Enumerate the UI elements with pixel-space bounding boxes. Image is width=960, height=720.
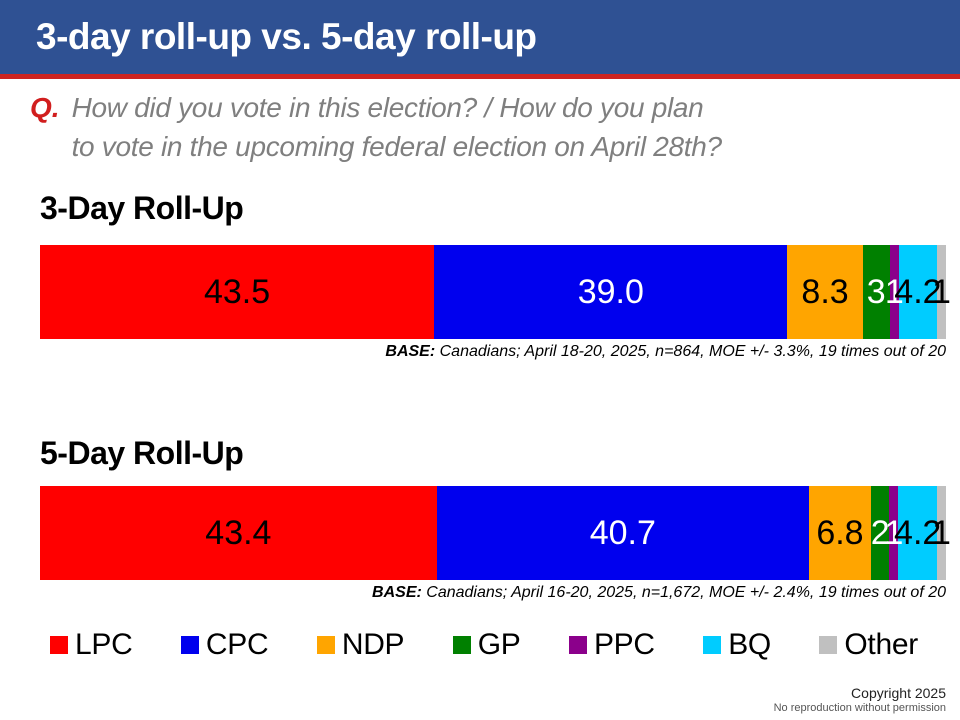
legend-label: CPC xyxy=(205,628,269,662)
bar-segment-value: 1 xyxy=(931,513,951,552)
legend-swatch-gp xyxy=(452,636,471,655)
bar-segment-cpc: 39.0 xyxy=(434,245,788,340)
legend-label: Other xyxy=(844,628,918,662)
base-note-3day: BASE: Canadians; April 18-20, 2025, n=86… xyxy=(0,343,946,361)
legend-swatch-ndp xyxy=(316,636,335,655)
page-title: 3-day roll-up vs. 5-day roll-up xyxy=(36,16,537,57)
footer: Copyright 2025 No reproduction without p… xyxy=(774,685,946,716)
legend-swatch-cpc xyxy=(180,636,199,655)
legend-item-other: Other xyxy=(819,628,918,662)
bar-segment-value: 1 xyxy=(884,513,904,552)
legend-item-bq: BQ xyxy=(703,628,771,662)
bar-segment-bq: 4.2 xyxy=(894,245,942,340)
chart-title-3day: 3-Day Roll-Up xyxy=(40,190,244,227)
bar-segment-cpc: 40.7 xyxy=(436,486,809,581)
bar-segment-ndp: 6.8 xyxy=(808,486,872,581)
no-reproduction-text: No reproduction without permission xyxy=(773,702,946,715)
legend-item-lpc: LPC xyxy=(50,628,133,662)
stacked-bar-5day: 43.4 40.7 6.8 2 1 4.2 1 xyxy=(40,486,951,581)
legend-item-gp: GP xyxy=(452,628,521,662)
bar-segment-ndp: 8.3 xyxy=(787,245,863,340)
question-line-2: to vote in the upcoming federal election… xyxy=(71,130,723,162)
bar-segment-lpc: 43.4 xyxy=(40,486,437,581)
legend-label: BQ xyxy=(728,628,771,662)
header-divider xyxy=(0,74,960,79)
bar-segment-ppc: 1 xyxy=(885,245,904,340)
question-block: Q. How did you vote in this election? / … xyxy=(30,89,932,166)
bar-segment-value: 43.5 xyxy=(203,272,271,311)
bar-segment-value: 40.7 xyxy=(589,513,656,552)
bar-segment-value: 3 xyxy=(866,272,886,311)
legend-item-cpc: CPC xyxy=(180,628,269,662)
bar-segment-value: 1 xyxy=(884,272,904,311)
bar-segment-lpc: 43.5 xyxy=(40,245,435,340)
legend-label: PPC xyxy=(593,628,655,662)
question-line-1: How did you vote in this election? / How… xyxy=(71,92,704,123)
slide-header: 3-day roll-up vs. 5-day roll-up xyxy=(0,0,960,74)
legend-label: NDP xyxy=(341,628,405,662)
bar-segment-value: 4.2 xyxy=(894,513,942,552)
base-note-5day: BASE: Canadians; April 16-20, 2025, n=1,… xyxy=(0,584,946,602)
bar-segment-value: 2 xyxy=(870,513,890,552)
stacked-bar-3day: 43.5 39.0 8.3 3 1 4.2 1 xyxy=(40,245,951,340)
legend-item-ppc: PPC xyxy=(568,628,655,662)
bar-segment-value: 4.2 xyxy=(894,272,942,311)
bar-segment-value: 1 xyxy=(932,272,951,311)
chart-title-5day: 5-Day Roll-Up xyxy=(40,435,244,472)
base-note-text: Canadians; April 18-20, 2025, n=864, MOE… xyxy=(439,343,946,361)
copyright-text: Copyright 2025 xyxy=(851,684,946,701)
bar-segment-bq: 4.2 xyxy=(894,486,941,581)
bar-segment-ppc: 1 xyxy=(884,486,903,581)
bar-segment-other: 1 xyxy=(932,245,951,340)
bar-segment-other: 1 xyxy=(932,486,951,581)
bar-segment-value: 8.3 xyxy=(801,272,849,311)
legend-swatch-lpc xyxy=(50,636,68,655)
bar-segment-value: 39.0 xyxy=(577,272,644,311)
legend-swatch-ppc xyxy=(568,636,587,655)
question-text: How did you vote in this election? / How… xyxy=(71,89,723,166)
bar-segment-gp: 2 xyxy=(870,486,890,581)
bar-segment-value: 43.4 xyxy=(205,513,272,552)
legend-label: GP xyxy=(477,628,521,662)
legend: LPC CPC NDP GP PPC BQ Other xyxy=(50,628,918,662)
legend-label: LPC xyxy=(75,628,133,662)
base-note-label: BASE: xyxy=(385,343,436,361)
legend-item-ndp: NDP xyxy=(316,628,405,662)
bar-segment-gp: 3 xyxy=(862,245,890,340)
legend-swatch-other xyxy=(819,636,838,655)
base-note-text: Canadians; April 16-20, 2025, n=1,672, M… xyxy=(426,584,946,602)
base-note-label: BASE: xyxy=(372,584,422,602)
legend-swatch-bq xyxy=(703,636,722,655)
bar-segment-value: 6.8 xyxy=(816,513,864,552)
question-prefix: Q. xyxy=(30,92,60,123)
